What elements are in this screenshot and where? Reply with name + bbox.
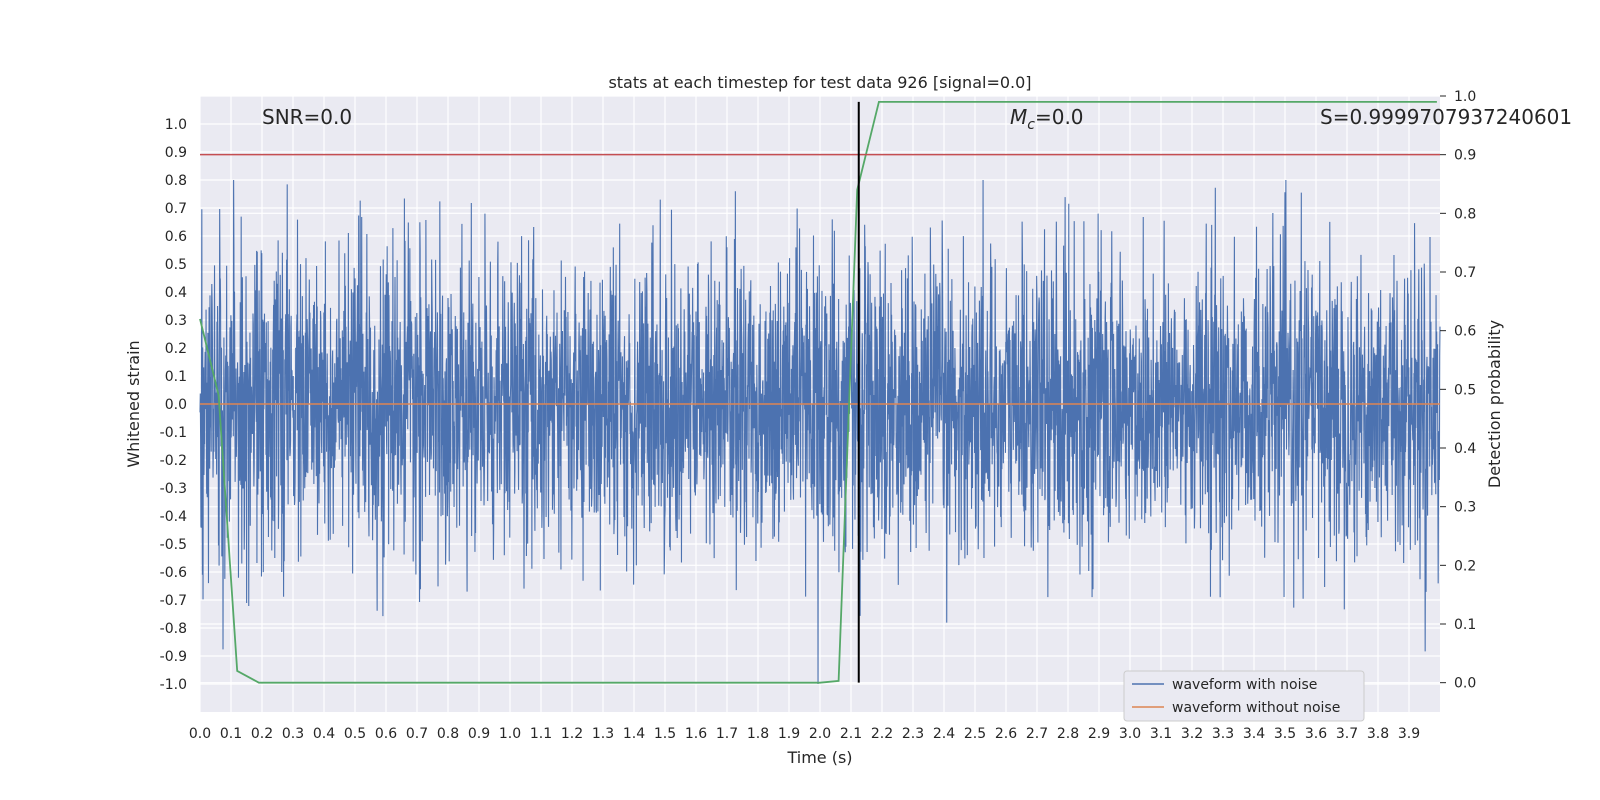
legend: waveform with noise waveform without noi… bbox=[1123, 670, 1365, 722]
x-tick-label: 2.1 bbox=[840, 726, 862, 742]
x-tick-label: 1.1 bbox=[530, 726, 552, 742]
x-tick-label: 3.9 bbox=[1398, 726, 1420, 742]
x-tick-label: 2.2 bbox=[871, 726, 893, 742]
legend-box bbox=[1123, 670, 1365, 722]
y-tick-label: 0.2 bbox=[165, 341, 187, 357]
y-tick-label: -0.4 bbox=[160, 509, 187, 525]
reference-lines bbox=[200, 101, 1440, 683]
x-tick-label: 2.0 bbox=[809, 726, 831, 742]
x-tick-label: 1.6 bbox=[685, 726, 707, 742]
x-tick-label: 3.1 bbox=[1150, 726, 1172, 742]
y-tick-label: 0.4 bbox=[165, 285, 187, 301]
y2-tick-label: 0.4 bbox=[1454, 441, 1476, 457]
y-tick-labels: 1.0 0.9 0.8 0.7 0.6 0.5 0.4 0.3 0.2 0.1 0.0 -0.1 -0.… bbox=[160, 117, 187, 693]
x-tick-label: 0.9 bbox=[468, 726, 490, 742]
y-tick-label: -0.2 bbox=[160, 453, 187, 469]
x-tick-label: 1.9 bbox=[778, 726, 800, 742]
mc-annotation: Mc=0.0 bbox=[1010, 105, 1084, 133]
x-tick-label: 3.6 bbox=[1305, 726, 1327, 742]
x-tick-labels: 0.0 0.1 0.2 0.3 0.4 0.5 0.6 0.7 0.8 0.9 1.0 1.1 1.2 1… bbox=[189, 726, 1420, 742]
x-tick-label: 0.1 bbox=[220, 726, 242, 742]
legend-label-noise: waveform with noise bbox=[1172, 677, 1317, 693]
y-tick-label: -0.9 bbox=[160, 649, 187, 665]
x-tick-label: 1.4 bbox=[623, 726, 645, 742]
y-tick-label: 1.0 bbox=[165, 117, 187, 133]
y-axis-label: Whitened strain bbox=[124, 340, 143, 467]
x-tick-label: 1.0 bbox=[499, 726, 521, 742]
x-tick-label: 1.8 bbox=[747, 726, 769, 742]
x-tick-label: 2.4 bbox=[933, 726, 955, 742]
y-tick-label: -0.3 bbox=[160, 481, 187, 497]
snr-annotation: SNR=0.0 bbox=[262, 105, 352, 129]
legend-label-clean: waveform without noise bbox=[1172, 700, 1340, 716]
x-tick-label: 0.5 bbox=[344, 726, 366, 742]
x-axis-label: Time (s) bbox=[786, 748, 852, 767]
x-tick-label: 2.7 bbox=[1026, 726, 1048, 742]
y-tick-label: 0.0 bbox=[165, 397, 187, 413]
x-tick-label: 1.2 bbox=[561, 726, 583, 742]
y-tick-label: 0.6 bbox=[165, 229, 187, 245]
series-detection-probability bbox=[199, 100, 1437, 684]
y2-tick-labels: 0.0 0.1 0.2 0.3 0.4 0.5 0.6 0.7 0.8 0.9 1.0 bbox=[1440, 89, 1476, 692]
x-tick-label: 0.7 bbox=[406, 726, 428, 742]
y2-tick-label: 0.2 bbox=[1454, 558, 1476, 574]
y-tick-label: 0.7 bbox=[165, 201, 187, 217]
x-tick-label: 2.8 bbox=[1057, 726, 1079, 742]
y-tick-label: -0.6 bbox=[160, 565, 187, 581]
mc-symbol: M bbox=[1010, 105, 1027, 129]
x-tick-label: 3.8 bbox=[1367, 726, 1389, 742]
x-tick-label: 3.2 bbox=[1181, 726, 1203, 742]
mc-value: =0.0 bbox=[1035, 105, 1084, 129]
mc-subscript: c bbox=[1027, 117, 1035, 133]
x-tick-label: 0.3 bbox=[282, 726, 304, 742]
x-tick-label: 3.5 bbox=[1274, 726, 1296, 742]
x-tick-label: 2.9 bbox=[1088, 726, 1110, 742]
y-tick-label: -0.1 bbox=[160, 425, 187, 441]
y-tick-label: -1.0 bbox=[160, 677, 187, 693]
x-tick-label: 1.5 bbox=[654, 726, 676, 742]
y-tick-label: -0.8 bbox=[160, 621, 187, 637]
x-tick-label: 2.5 bbox=[964, 726, 986, 742]
y2-tick-label: 0.1 bbox=[1454, 617, 1476, 633]
y2-tick-label: 0.7 bbox=[1454, 265, 1476, 281]
y2-tick-label: 0.9 bbox=[1454, 148, 1476, 164]
x-tick-label: 0.0 bbox=[189, 726, 211, 742]
x-tick-label: 0.2 bbox=[251, 726, 273, 742]
series-waveform-with-noise bbox=[199, 179, 1441, 685]
y2-tick-label: 0.0 bbox=[1454, 676, 1476, 692]
y-tick-label: 0.8 bbox=[165, 173, 187, 189]
detection-probability-line bbox=[199, 100, 1437, 684]
s-annotation: S=0.9999707937240601 bbox=[1320, 105, 1572, 129]
y2-axis-label: Detection probability bbox=[1485, 320, 1504, 488]
y-tick-label: -0.7 bbox=[160, 593, 187, 609]
chart-title: stats at each timestep for test data 926… bbox=[608, 73, 1031, 92]
y-tick-label: 0.1 bbox=[165, 369, 187, 385]
y2-tick-label: 0.8 bbox=[1454, 206, 1476, 222]
y-tick-label: 0.5 bbox=[165, 257, 187, 273]
y2-tick-label: 0.3 bbox=[1454, 500, 1476, 516]
waveform-with-noise-line bbox=[199, 179, 1441, 685]
y2-tick-label: 0.5 bbox=[1454, 382, 1476, 398]
y-tick-label: 0.3 bbox=[165, 313, 187, 329]
y-tick-label: 0.9 bbox=[165, 145, 187, 161]
x-tick-label: 2.3 bbox=[902, 726, 924, 742]
x-tick-label: 1.3 bbox=[592, 726, 614, 742]
x-tick-label: 0.8 bbox=[437, 726, 459, 742]
x-tick-label: 1.7 bbox=[716, 726, 738, 742]
x-tick-label: 0.6 bbox=[375, 726, 397, 742]
x-tick-label: 3.0 bbox=[1119, 726, 1141, 742]
x-tick-label: 2.6 bbox=[995, 726, 1017, 742]
x-tick-label: 3.7 bbox=[1336, 726, 1358, 742]
y2-tick-label: 1.0 bbox=[1454, 89, 1476, 105]
x-tick-label: 0.4 bbox=[313, 726, 335, 742]
x-tick-label: 3.3 bbox=[1212, 726, 1234, 742]
x-tick-label: 3.4 bbox=[1243, 726, 1265, 742]
y2-tick-label: 0.6 bbox=[1454, 324, 1476, 340]
y-tick-label: -0.5 bbox=[160, 537, 187, 553]
